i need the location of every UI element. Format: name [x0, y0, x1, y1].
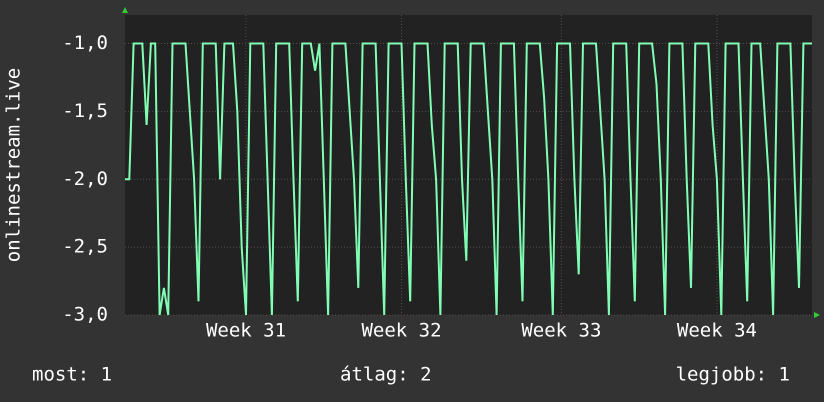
y-axis-label: onlinestream.live: [3, 68, 25, 262]
x-tick-label: Week 32: [361, 320, 441, 342]
footer-last: most: 1: [32, 364, 112, 386]
y-tick-label: -3,0: [62, 304, 108, 326]
footer-best: legjobb: 1: [676, 364, 790, 386]
y-tick-label: -2,0: [62, 168, 108, 190]
y-tick-label: -1,0: [62, 32, 108, 54]
axis-arrow: [814, 312, 820, 318]
axis-arrow: [122, 7, 128, 13]
data-line: [125, 42, 812, 316]
y-tick-label: -2,5: [62, 236, 108, 258]
footer-average: átlag: 2: [340, 364, 432, 386]
x-tick-label: Week 31: [206, 320, 286, 342]
x-tick-label: Week 34: [677, 320, 757, 342]
y-tick-label: -1,5: [62, 100, 108, 122]
x-tick-label: Week 33: [521, 320, 601, 342]
